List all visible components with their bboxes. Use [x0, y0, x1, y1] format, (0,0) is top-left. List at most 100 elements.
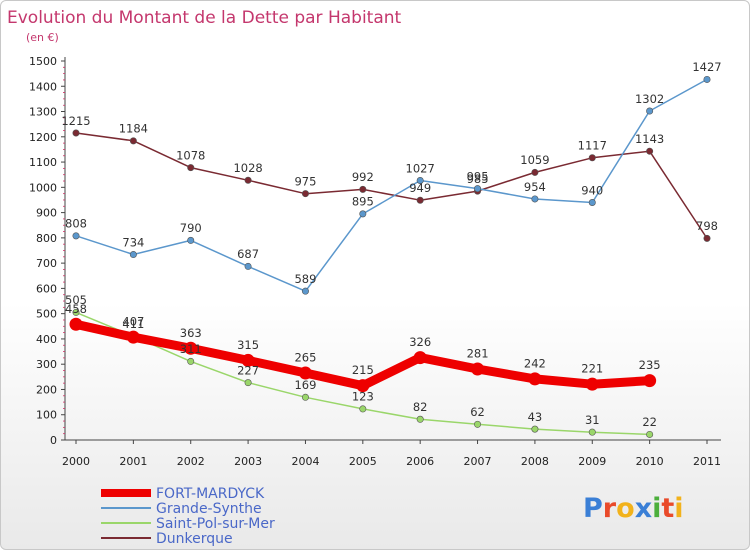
series-saint-pol-sur-mer — [72, 308, 654, 438]
data-point — [301, 393, 309, 401]
y-tick-label: 1400 — [29, 80, 57, 93]
data-point — [588, 428, 596, 436]
legend-label-dunkerque: Dunkerque — [156, 531, 233, 547]
series-line — [75, 78, 708, 292]
data-point — [298, 366, 312, 380]
data-point — [244, 379, 252, 387]
x-tick-label: 2005 — [349, 455, 377, 468]
data-point — [244, 176, 252, 184]
data-label: 985 — [467, 172, 489, 186]
data-point — [184, 341, 198, 355]
data-label: 242 — [524, 356, 546, 370]
x-tick-label: 2000 — [62, 455, 90, 468]
data-label: 215 — [352, 363, 374, 377]
data-label: 975 — [294, 174, 316, 188]
x-tick-label: 2011 — [693, 455, 721, 468]
data-point — [474, 185, 482, 193]
data-point — [301, 190, 309, 198]
data-point — [646, 430, 654, 438]
legend-label-grande-synthe: Grande-Synthe — [156, 501, 262, 517]
y-tick-label: 1200 — [29, 131, 57, 144]
data-point — [72, 232, 80, 240]
data-label: 311 — [180, 342, 202, 356]
data-point — [126, 330, 140, 344]
proxiti-logo: Proxiti — [583, 493, 684, 524]
data-point — [72, 129, 80, 137]
data-point — [703, 75, 711, 83]
data-label: 995 — [467, 169, 489, 183]
data-label: 808 — [65, 217, 87, 231]
x-tick-label: 2006 — [406, 455, 434, 468]
x-tick-label: 2009 — [578, 455, 606, 468]
logo-letter: i — [674, 493, 683, 524]
y-tick-label: 400 — [36, 333, 57, 346]
x-tick-label: 2004 — [291, 455, 319, 468]
chart-subtitle: (en €) — [26, 31, 59, 44]
x-tick-label: 2002 — [177, 455, 205, 468]
data-point — [72, 308, 80, 316]
legend: FORT-MARDYCKGrande-SyntheSaint-Pol-sur-M… — [101, 486, 275, 547]
y-tick-label: 0 — [50, 434, 57, 447]
data-point — [528, 372, 542, 386]
data-label: 1302 — [635, 92, 664, 106]
series-fort-mardyck — [69, 317, 657, 393]
data-label: 949 — [409, 181, 431, 195]
data-label: 221 — [581, 362, 603, 376]
series-dunkerque — [72, 129, 711, 242]
data-point — [588, 154, 596, 162]
data-point — [416, 177, 424, 185]
axes: 0 100 200 300 400 500 600 700 800 900 1000 1100 1200… — [29, 55, 721, 468]
data-label: 315 — [237, 338, 259, 352]
series-layer — [69, 75, 711, 438]
y-tick-label: 1100 — [29, 156, 57, 169]
data-label: 1078 — [176, 148, 205, 162]
data-label: 458 — [65, 302, 87, 316]
y-tick-label: 600 — [36, 282, 57, 295]
logo-letter: P — [583, 493, 603, 524]
y-tick-label: 300 — [36, 358, 57, 371]
data-label: 1427 — [692, 60, 721, 74]
data-label: 43 — [528, 410, 543, 424]
data-point — [69, 317, 83, 331]
data-label: 82 — [413, 400, 428, 414]
logo-letter: x — [635, 493, 652, 524]
data-point — [585, 377, 599, 391]
x-tick-label: 2003 — [234, 455, 262, 468]
data-label: 411 — [122, 317, 144, 331]
y-tick-label: 900 — [36, 207, 57, 220]
data-label: 940 — [581, 183, 603, 197]
legend-label-fort-mardyck: FORT-MARDYCK — [156, 486, 265, 502]
data-label: 265 — [294, 351, 316, 365]
data-point — [244, 262, 252, 270]
data-label: 1059 — [520, 153, 549, 167]
legend-label-saint-pol-sur-mer: Saint-Pol-sur-Mer — [156, 516, 275, 532]
data-point — [531, 195, 539, 203]
data-label: 1117 — [578, 139, 607, 153]
data-point — [646, 147, 654, 155]
data-point — [129, 251, 137, 259]
data-label: 790 — [180, 221, 202, 235]
y-tick-label: 800 — [36, 232, 57, 245]
y-tick-label: 200 — [36, 383, 57, 396]
data-label: 31 — [585, 413, 600, 427]
y-tick-label: 500 — [36, 308, 57, 321]
logo-letter: t — [661, 493, 674, 524]
data-label: 1027 — [406, 161, 435, 175]
y-tick-label: 100 — [36, 409, 57, 422]
data-point — [187, 164, 195, 172]
data-label: 1143 — [635, 132, 664, 146]
data-point — [643, 374, 657, 388]
data-point — [416, 415, 424, 423]
data-label: 1215 — [61, 114, 90, 128]
data-label: 407 — [122, 315, 144, 329]
x-tick-label: 2007 — [464, 455, 492, 468]
data-point — [531, 168, 539, 176]
data-point — [531, 425, 539, 433]
data-label: 798 — [696, 219, 718, 233]
logo-letter: r — [603, 493, 617, 524]
logo-letter: i — [652, 493, 661, 524]
series-line — [75, 132, 708, 240]
data-label: 505 — [65, 293, 87, 307]
x-tick-label: 2001 — [119, 455, 147, 468]
